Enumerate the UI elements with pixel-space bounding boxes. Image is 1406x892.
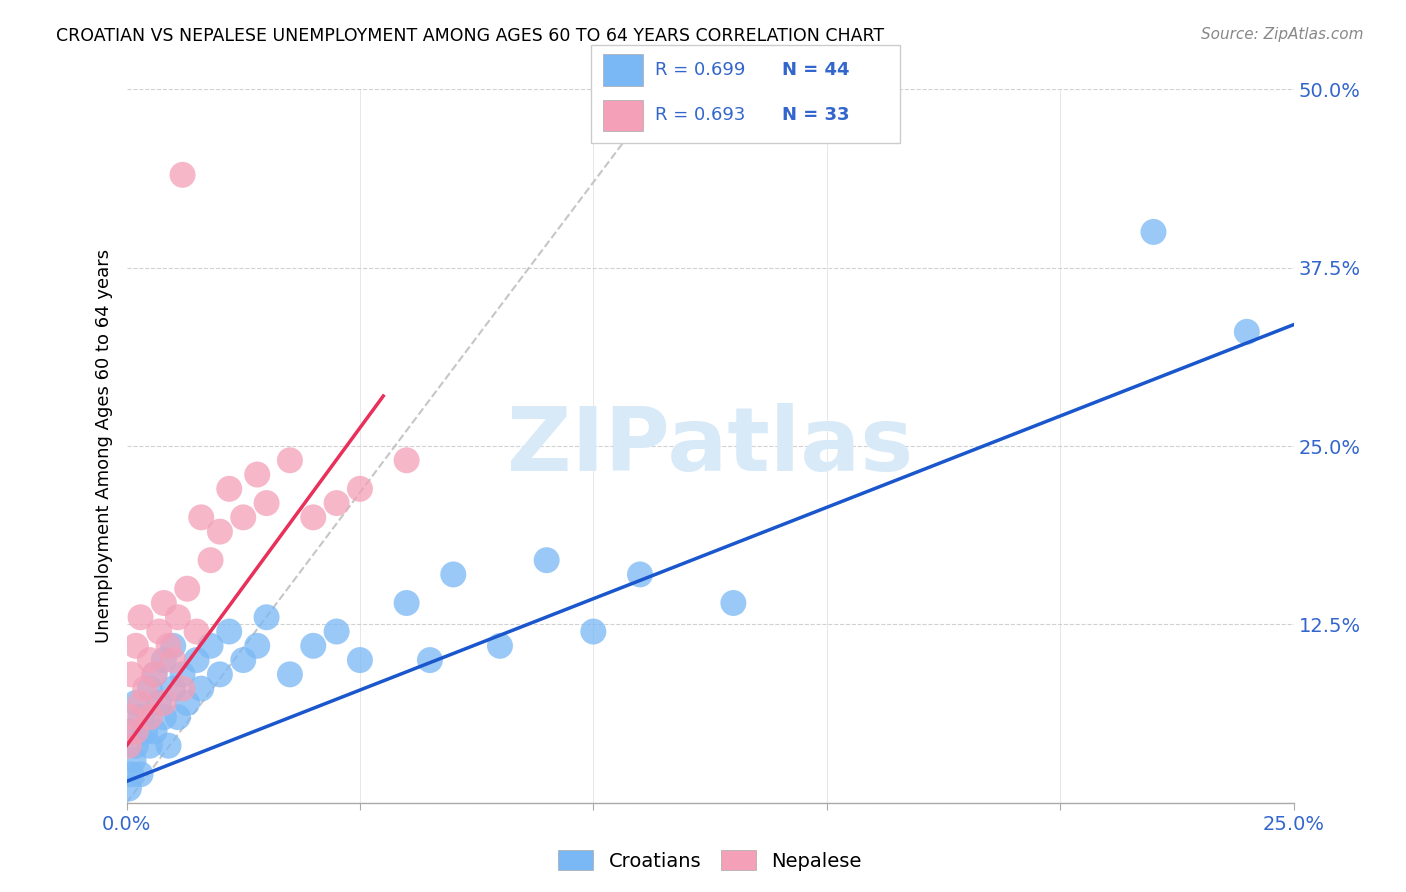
Point	[186, 653, 208, 667]
Legend: Croatians, Nepalese: Croatians, Nepalese	[551, 843, 869, 879]
Point	[125, 639, 148, 653]
Text: Source: ZipAtlas.com: Source: ZipAtlas.com	[1201, 27, 1364, 42]
Point	[139, 681, 162, 696]
Point	[120, 724, 142, 739]
Text: R = 0.693: R = 0.693	[655, 106, 745, 124]
Point	[167, 610, 190, 624]
Point	[134, 681, 156, 696]
Point	[125, 739, 148, 753]
Point	[125, 724, 148, 739]
Point	[143, 724, 166, 739]
Point	[172, 168, 194, 182]
Point	[162, 653, 184, 667]
Point	[129, 696, 152, 710]
Point	[153, 596, 176, 610]
Point	[200, 639, 222, 653]
Point	[172, 667, 194, 681]
Point	[723, 596, 745, 610]
Point	[139, 653, 162, 667]
Point	[125, 696, 148, 710]
Point	[536, 553, 558, 567]
Point	[134, 724, 156, 739]
Point	[167, 710, 190, 724]
Text: N = 33: N = 33	[782, 106, 849, 124]
Point	[218, 624, 240, 639]
Point	[120, 767, 142, 781]
Point	[256, 496, 278, 510]
Point	[325, 496, 347, 510]
Point	[1236, 325, 1258, 339]
Point	[232, 653, 254, 667]
Point	[186, 624, 208, 639]
Y-axis label: Unemployment Among Ages 60 to 64 years: Unemployment Among Ages 60 to 64 years	[94, 249, 112, 643]
Point	[441, 567, 464, 582]
Point	[118, 739, 141, 753]
Point	[395, 596, 418, 610]
Point	[120, 710, 142, 724]
Point	[162, 681, 184, 696]
Point	[153, 653, 176, 667]
Point	[129, 610, 152, 624]
Point	[148, 696, 170, 710]
Point	[139, 710, 162, 724]
Point	[349, 482, 371, 496]
Point	[176, 582, 198, 596]
Point	[246, 639, 269, 653]
Point	[208, 524, 231, 539]
Point	[232, 510, 254, 524]
Text: ZIPatlas: ZIPatlas	[508, 402, 912, 490]
Text: CROATIAN VS NEPALESE UNEMPLOYMENT AMONG AGES 60 TO 64 YEARS CORRELATION CHART: CROATIAN VS NEPALESE UNEMPLOYMENT AMONG …	[56, 27, 884, 45]
Point	[143, 667, 166, 681]
FancyBboxPatch shape	[591, 45, 900, 143]
FancyBboxPatch shape	[603, 54, 643, 86]
Point	[190, 510, 212, 524]
Point	[118, 781, 141, 796]
Text: R = 0.699: R = 0.699	[655, 62, 745, 79]
Point	[278, 453, 301, 467]
Point	[129, 767, 152, 781]
Point	[582, 624, 605, 639]
Point	[302, 510, 325, 524]
Point	[278, 667, 301, 681]
Point	[153, 710, 176, 724]
Text: N = 44: N = 44	[782, 62, 849, 79]
Point	[143, 667, 166, 681]
Point	[419, 653, 441, 667]
Point	[176, 696, 198, 710]
Point	[148, 624, 170, 639]
Point	[628, 567, 651, 582]
Point	[120, 667, 142, 681]
Point	[162, 639, 184, 653]
Point	[153, 696, 176, 710]
Point	[208, 667, 231, 681]
Point	[349, 653, 371, 667]
Point	[395, 453, 418, 467]
Point	[190, 681, 212, 696]
Point	[129, 710, 152, 724]
Point	[246, 467, 269, 482]
Point	[1142, 225, 1164, 239]
Point	[302, 639, 325, 653]
Point	[139, 739, 162, 753]
Point	[200, 553, 222, 567]
Point	[122, 753, 145, 767]
Point	[157, 739, 180, 753]
Point	[325, 624, 347, 639]
Point	[157, 639, 180, 653]
FancyBboxPatch shape	[603, 100, 643, 131]
Point	[218, 482, 240, 496]
Point	[172, 681, 194, 696]
Point	[489, 639, 512, 653]
Point	[256, 610, 278, 624]
